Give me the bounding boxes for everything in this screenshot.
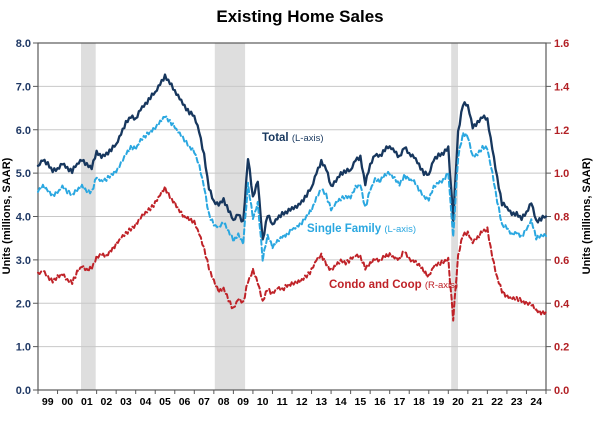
x-axis-tick-label: 00 xyxy=(61,396,73,408)
left-axis-tick-label: 4.0 xyxy=(16,212,31,224)
x-axis-tick-label: 03 xyxy=(120,396,132,408)
x-axis-tick-label: 05 xyxy=(159,396,171,408)
total-series-label-text: Total xyxy=(262,132,289,144)
x-axis-tick-label: 12 xyxy=(296,396,308,408)
series-line-condo-and-coop xyxy=(37,185,547,322)
single-family-series-label: Single Family (L-axis) xyxy=(307,223,416,235)
total-series-label-axis-note: (L-axis) xyxy=(291,133,324,144)
left-axis-tick-label: 0.0 xyxy=(16,385,31,397)
right-axis-tick-label: 1.0 xyxy=(554,168,569,180)
x-axis-tick-label: 15 xyxy=(355,396,367,408)
right-axis-tick-label: 1.4 xyxy=(554,81,570,93)
condo-coop-series-label: Condo and Coop (R-axis) xyxy=(329,279,458,291)
x-axis-tick-label: 01 xyxy=(81,396,93,408)
left-axis-tick-label: 7.0 xyxy=(16,81,31,93)
condo-coop-series-label-axis-note: (R-axis) xyxy=(424,280,459,291)
x-axis-tick-label: 17 xyxy=(394,396,406,408)
x-axis-tick-label: 24 xyxy=(530,396,542,408)
right-axis-tick-label: 0.4 xyxy=(554,298,570,310)
series-line-single-family xyxy=(37,115,547,263)
x-axis-tick-label: 22 xyxy=(491,396,503,408)
x-axis-tick-label: 13 xyxy=(315,396,327,408)
right-axis-tick-label: 0.6 xyxy=(554,255,569,267)
chart-title: Existing Home Sales xyxy=(216,7,384,26)
x-axis-tick-label: 16 xyxy=(374,396,386,408)
x-axis-tick-label: 08 xyxy=(218,396,230,408)
left-axis-tick-label: 2.0 xyxy=(16,298,31,310)
x-axis-tick-label: 21 xyxy=(472,396,484,408)
right-axis-tick-label: 0.0 xyxy=(554,385,569,397)
x-axis-tick-label: 11 xyxy=(277,396,288,408)
x-axis-tick-label: 20 xyxy=(452,396,464,408)
left-axis-title: Units (millions, SAAR) xyxy=(1,157,13,275)
left-axis-tick-label: 8.0 xyxy=(16,38,31,50)
condo-coop-series-label-text: Condo and Coop xyxy=(329,279,422,291)
x-axis-tick-label: 99 xyxy=(42,396,54,408)
left-axis-tick-label: 3.0 xyxy=(16,255,31,267)
single-family-series-label-axis-note: (L-axis) xyxy=(384,224,417,235)
right-axis-tick-label: 1.2 xyxy=(554,125,569,137)
single-family-series-label-text: Single Family xyxy=(307,223,382,235)
left-axis-tick-label: 6.0 xyxy=(16,125,31,137)
right-axis-tick-label: 0.8 xyxy=(554,212,569,224)
x-axis-tick-label: 04 xyxy=(140,396,152,408)
x-axis-tick-label: 19 xyxy=(433,396,445,408)
x-axis-tick-label: 06 xyxy=(179,396,191,408)
series-line-total xyxy=(36,73,548,241)
left-axis-tick-label: 1.0 xyxy=(16,342,31,354)
x-axis-tick-label: 23 xyxy=(511,396,523,408)
right-axis-tick-label: 0.2 xyxy=(554,342,569,354)
x-axis-tick-label: 14 xyxy=(335,396,347,408)
left-axis-tick-label: 5.0 xyxy=(16,168,31,180)
right-axis-tick-label: 1.6 xyxy=(554,38,569,50)
x-axis-tick-label: 10 xyxy=(257,396,269,408)
right-axis-title: Units (millions, SAAR) xyxy=(581,157,593,275)
total-series-label: Total (L-axis) xyxy=(262,132,324,144)
x-axis-tick-label: 18 xyxy=(413,396,425,408)
x-axis-tick-label: 07 xyxy=(198,396,210,408)
x-axis-tick-label: 09 xyxy=(237,396,249,408)
x-axis-tick-label: 02 xyxy=(101,396,113,408)
